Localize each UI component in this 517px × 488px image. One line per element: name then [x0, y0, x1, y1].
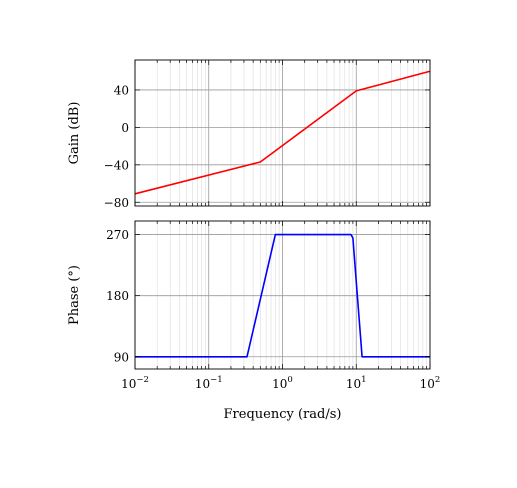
y-tick-label: 270 [106, 228, 129, 242]
phase-panel: 90 180 270 10−2 10−1 100 101 102 Phase (°) Fre… [67, 220, 440, 422]
y-tick-label: 40 [114, 83, 129, 97]
phase-ytick-labels: 90 180 270 [106, 228, 129, 364]
gain-grid [134, 60, 430, 206]
phase-grid [134, 221, 430, 369]
gain-ticks [134, 60, 431, 206]
x-tick-label: 102 [420, 375, 441, 391]
phase-xtick-labels: 10−2 10−1 100 101 102 [121, 375, 440, 391]
x-tick-label: 10−1 [195, 375, 223, 391]
gain-ytick-labels: −80 −40 0 40 [104, 83, 129, 209]
phase-ticks [134, 221, 431, 369]
series-line [135, 233, 430, 358]
x-tick-label: 101 [346, 375, 367, 391]
y-tick-label: 0 [121, 121, 129, 135]
y-tick-label: 180 [106, 289, 129, 303]
x-tick-label: 10−2 [121, 375, 149, 391]
y-tick-label: −40 [104, 158, 129, 172]
x-tick-label: 100 [272, 375, 293, 391]
y-tick-label: −80 [104, 196, 129, 210]
series-line [134, 70, 431, 195]
gain-panel: −80 −40 0 40 Gain (dB) [67, 59, 431, 210]
gain-series [134, 70, 431, 195]
frequency-xlabel: Frequency (rad/s) [224, 407, 342, 422]
phase-ylabel: Phase (°) [67, 265, 82, 325]
phase-series [135, 233, 430, 358]
y-tick-label: 90 [114, 350, 129, 364]
gain-ylabel: Gain (dB) [67, 102, 82, 165]
